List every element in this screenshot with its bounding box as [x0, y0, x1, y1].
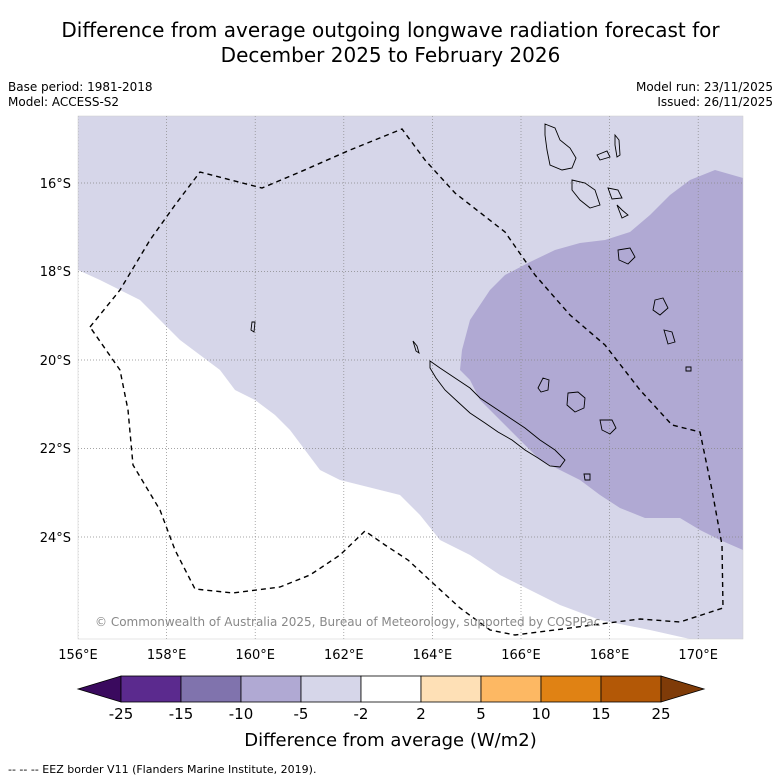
map-area: [78, 116, 743, 639]
lat-label-24: 24°S: [40, 531, 71, 546]
colorbar-bin-9: [600, 675, 662, 703]
efate-island: [617, 247, 636, 265]
model-name: Model: ACCESS-S2: [8, 95, 120, 109]
colorbar-arrow-right: [660, 675, 706, 703]
lat-label-20: 20°S: [40, 354, 71, 369]
colorbar-tick: 5: [476, 705, 486, 723]
espiritu-santo-island: [544, 123, 577, 171]
colorbar-tick: 2: [416, 705, 426, 723]
model-run: Model run: 23/11/2025: [635, 80, 773, 94]
lat-axis: 16°S 18°S 20°S 22°S 24°S: [40, 177, 71, 546]
ouvea-island: [537, 377, 550, 393]
lat-label-16: 16°S: [40, 177, 71, 192]
belep-islands: [412, 340, 420, 355]
lon-label-164: 164°E: [413, 648, 453, 663]
chesterfield-islet: [250, 321, 256, 333]
colorbar-arrow-left: [76, 675, 122, 703]
lon-label-160: 160°E: [235, 648, 275, 663]
colorbar-bin-7: [480, 675, 542, 703]
colorbar-tick: -25: [108, 705, 134, 723]
lon-label-166: 166°E: [501, 648, 541, 663]
chart-title: Difference from average outgoing longwav…: [0, 18, 781, 68]
colorbar-ticks: -25 -15 -10 -5 -2 2 5 10 15 25: [0, 705, 781, 725]
colorbar-bin-6: [420, 675, 482, 703]
issued-date: Issued: 26/11/2025: [657, 95, 773, 109]
copyright-notice: © Commonwealth of Australia 2025, Bureau…: [95, 615, 600, 629]
colorbar-tick: -15: [168, 705, 194, 723]
colorbar-bin-5: [360, 675, 422, 703]
colorbar-bin-8: [540, 675, 602, 703]
colorbar-tick: 10: [531, 705, 551, 723]
colorbar-tick: 25: [651, 705, 671, 723]
title-line-2: December 2025 to February 2026: [220, 43, 561, 67]
lat-label-18: 18°S: [40, 265, 71, 280]
lat-label-22: 22°S: [40, 442, 71, 457]
erromango-island: [652, 297, 669, 316]
base-period: Base period: 1981-2018: [8, 80, 153, 94]
new-caledonia-island: [429, 360, 566, 468]
isle-of-pines: [583, 473, 591, 481]
colorbar-bin-2: [180, 675, 242, 703]
colorbar-label: Difference from average (W/m2): [244, 730, 537, 751]
eez-legend: -- -- -- EEZ border V11 (Flanders Marine…: [8, 763, 317, 776]
malakula-island: [571, 179, 601, 209]
colorbar-tick: 15: [591, 705, 611, 723]
aneityum-island: [685, 366, 692, 372]
maewo-island: [614, 133, 621, 158]
colorbar-tick: -10: [228, 705, 254, 723]
anomaly-region-mid: [460, 170, 743, 550]
tanna-island: [663, 329, 676, 345]
epi-island: [616, 204, 629, 219]
lon-label-158: 158°E: [147, 648, 187, 663]
colorbar-tick: -2: [353, 705, 369, 723]
colorbar: [76, 675, 706, 703]
colorbar-tick: -5: [293, 705, 309, 723]
ambae-island: [596, 150, 611, 161]
map-frame: [77, 115, 744, 640]
mare-island: [599, 419, 617, 435]
meta-right: Model run: 23/11/2025 Issued: 26/11/2025: [636, 80, 773, 110]
title-line-1: Difference from average outgoing longwav…: [61, 18, 720, 42]
lon-axis: 156°E 158°E 160°E 162°E 164°E 166°E 168°…: [58, 648, 718, 663]
lifou-island: [566, 391, 586, 413]
meta-left: Base period: 1981-2018 Model: ACCESS-S2: [8, 80, 153, 110]
pentecost-island: [607, 187, 623, 200]
lon-label-170: 170°E: [678, 648, 718, 663]
lon-label-162: 162°E: [324, 648, 364, 663]
lon-label-168: 168°E: [590, 648, 630, 663]
lon-label-156: 156°E: [58, 648, 98, 663]
colorbar-bin-4: [300, 675, 362, 703]
colorbar-bin-3: [240, 675, 302, 703]
colorbar-bin-1: [120, 675, 182, 703]
